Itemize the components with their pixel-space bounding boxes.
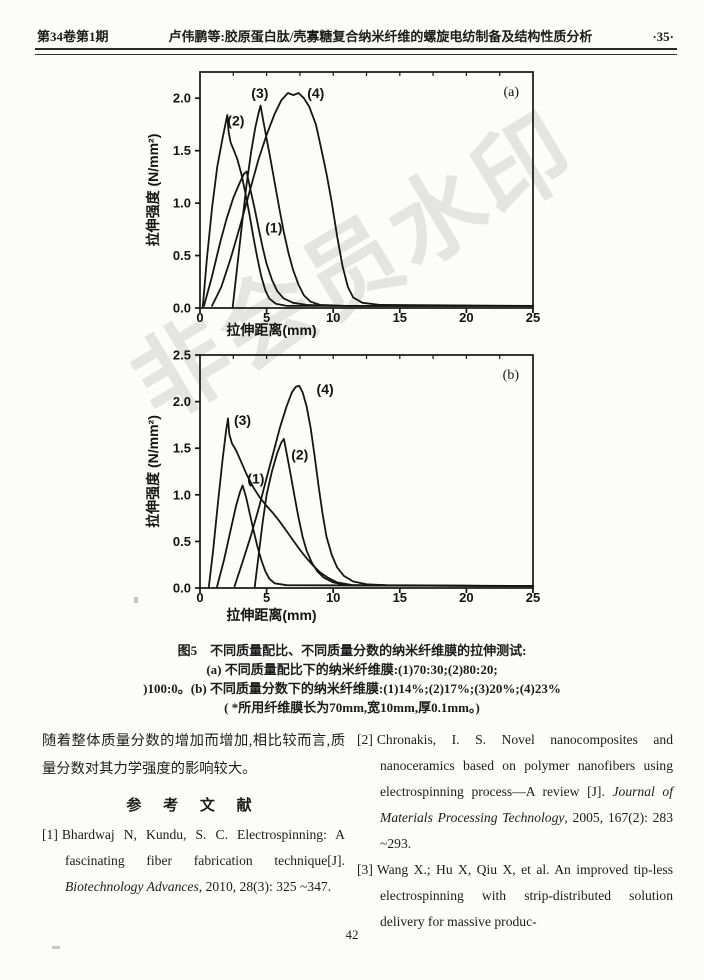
axes <box>195 71 534 313</box>
caption-line-2: (a) 不同质量配比下的纳米纤维膜:(1)70:30;(2)80:20; <box>206 662 498 677</box>
curve-label-(2): (2) <box>227 112 244 128</box>
x-tick-label: 20 <box>459 590 473 605</box>
x-tick-label: 10 <box>326 310 340 325</box>
reference-label: [2] <box>357 732 373 747</box>
curve-label-(1): (1) <box>265 219 282 235</box>
x-tick-label: 0 <box>196 590 203 605</box>
reference-text: , 2010, 28(3): 325 ~347. <box>198 879 332 894</box>
y-tick-label: 1.0 <box>173 196 191 211</box>
caption-line-3: )100:0。(b) 不同质量分数下的纳米纤维膜:(1)14%;(2)17%;(… <box>143 681 561 696</box>
reference-item: [2] Chronakis, I. S. Novel nanocomposites… <box>357 727 673 857</box>
curve-label-(1): (1) <box>247 471 264 487</box>
curve-label-(3): (3) <box>251 85 268 101</box>
y-tick-label: 1.0 <box>173 487 191 502</box>
x-tick-label: 25 <box>526 310 540 325</box>
page-header: 第34卷第1期 卢伟鹏等:胶原蛋白肽/壳寡糖复合纳米纤维的螺旋电纺制备及结构性质… <box>37 26 674 45</box>
x-tick-label: 20 <box>459 310 473 325</box>
axis-labels: 0 5 10 15 20 25 0.0 0.5 1.0 1.5 2.0 拉伸距离(mm) 拉伸强度 (N… <box>145 85 540 338</box>
curve-label-(4): (4) <box>317 381 334 397</box>
y-tick-label: 0.0 <box>173 581 191 596</box>
reference-text: Chronakis, I. S. Novel nanocomposites an… <box>376 732 673 799</box>
curve-label-(2): (2) <box>291 446 308 462</box>
x-tick-label: 15 <box>393 590 407 605</box>
curve-(1) <box>215 484 534 589</box>
y-axis-label: 拉伸强度 (N/mm²) <box>145 415 161 528</box>
x-tick-label: 5 <box>263 310 270 325</box>
curve-(1) <box>203 170 534 307</box>
y-tick-label: 1.5 <box>173 143 191 158</box>
caption-line-4: ( *所用纤维膜长为70mm,宽10mm,厚0.1mm。) <box>224 700 480 715</box>
panel-label: (a) <box>503 85 519 100</box>
reference-label: [1] <box>42 827 58 842</box>
reference-item: [3] Wang X.; Hu X, Qiu X, et al. An impro… <box>357 857 673 935</box>
tensile-chart-b: 0 5 10 15 20 25 0.0 0.5 1.0 1.5 2.0 2.5 拉伸距离(mm) 拉伸强度… <box>145 348 540 624</box>
x-axis-label: 拉伸距离(mm) <box>226 322 316 338</box>
y-tick-label: 1.5 <box>173 441 191 456</box>
y-tick-label: 2.5 <box>173 348 191 363</box>
x-tick-label: 10 <box>326 590 340 605</box>
figure-caption: 图5 不同质量配比、不同质量分数的纳米纤维膜的拉伸测试: (a) 不同质量配比下… <box>0 641 704 717</box>
y-axis-label: 拉伸强度 (N/mm²) <box>145 134 161 247</box>
y-tick-label: 2.0 <box>173 394 191 409</box>
x-axis-label: 拉伸距离(mm) <box>226 607 316 623</box>
scan-artifact <box>52 946 60 949</box>
header-rule <box>35 48 677 55</box>
reference-label: [3] <box>357 862 373 877</box>
x-tick-label: 0 <box>196 310 203 325</box>
y-tick-label: 0.5 <box>173 534 191 549</box>
axis-labels: 0 5 10 15 20 25 0.0 0.5 1.0 1.5 2.0 2.5 拉伸距离(mm) 拉伸强度… <box>145 348 540 624</box>
curve-(3) <box>231 104 534 309</box>
axes <box>195 354 534 593</box>
curve-(2) <box>253 438 534 589</box>
y-tick-label: 0.5 <box>173 248 191 263</box>
right-column: [2] Chronakis, I. S. Novel nanocomposites… <box>357 727 673 935</box>
reference-item: [1] Bhardwaj N, Kundu, S. C. Electrospinn… <box>42 822 345 900</box>
reference-list-right: [2] Chronakis, I. S. Novel nanocomposites… <box>357 727 673 935</box>
reference-text: Wang X.; Hu X, Qiu X, et al. An improved… <box>376 862 673 929</box>
reference-list-left: [1] Bhardwaj N, Kundu, S. C. Electrospinn… <box>42 822 345 900</box>
caption-line-1: 图5 不同质量配比、不同质量分数的纳米纤维膜的拉伸测试: <box>177 643 527 658</box>
x-tick-label: 15 <box>393 310 407 325</box>
header-volume-issue: 第34卷第1期 <box>37 29 109 44</box>
body-paragraph: 随着整体质量分数的增加而增加,相比较而言,质量分数对其力学强度的影响较大。 <box>42 733 345 777</box>
curve-(3) <box>207 417 534 589</box>
y-tick-label: 0.0 <box>173 301 191 316</box>
reference-text: , 2005, 167(2): 283 ~293. <box>380 810 673 851</box>
x-tick-label: 25 <box>526 590 540 605</box>
tensile-chart-a: 0 5 10 15 20 25 0.0 0.5 1.0 1.5 2.0 拉伸距离(mm) 拉伸强度 (N… <box>145 71 540 338</box>
y-tick-label: 2.0 <box>173 91 191 106</box>
references-heading: 参 考 文 献 <box>126 798 261 814</box>
panel-label: (b) <box>503 368 520 383</box>
curve-(4) <box>211 92 534 307</box>
curve-label-(3): (3) <box>234 412 251 428</box>
curve-(4) <box>233 384 534 588</box>
curve-label-(4): (4) <box>307 85 324 101</box>
header-running-title: 卢伟鹏等:胶原蛋白肽/壳寡糖复合纳米纤维的螺旋电纺制备及结构性质分析 <box>168 29 593 44</box>
curve-(2) <box>201 114 534 309</box>
page-number: 42 <box>345 927 359 942</box>
reference-journal: Journal of Materials Processing Technolo… <box>380 784 673 825</box>
reference-journal: Biotechnology Advances <box>65 879 199 894</box>
x-tick-label: 5 <box>263 590 270 605</box>
reference-text: Bhardwaj N, Kundu, S. C. Electrospinning… <box>61 827 345 868</box>
scan-artifact <box>134 597 138 603</box>
left-column: 随着整体质量分数的增加而增加,相比较而言,质量分数对其力学强度的影响较大。 参 … <box>42 727 345 900</box>
header-page-marker: ·35· <box>652 29 674 44</box>
